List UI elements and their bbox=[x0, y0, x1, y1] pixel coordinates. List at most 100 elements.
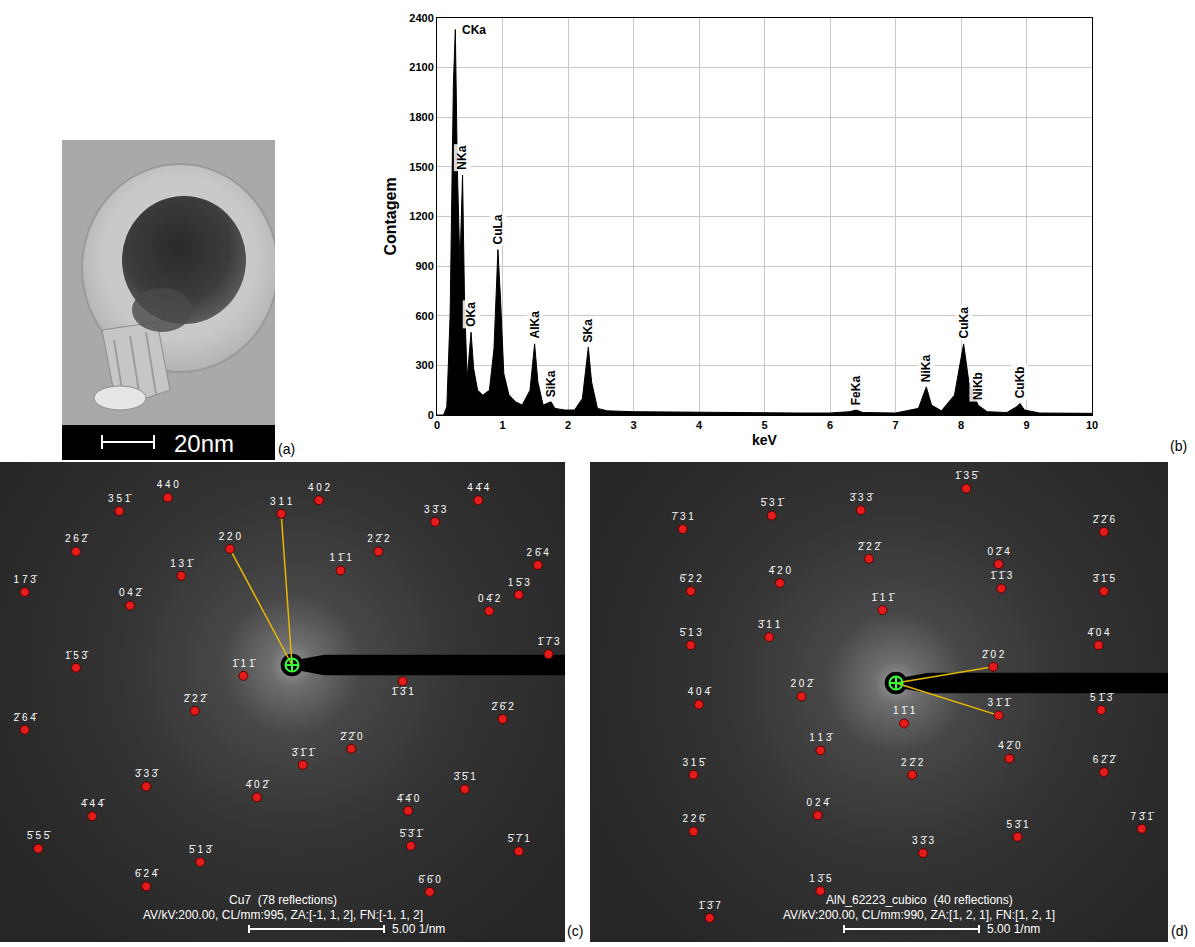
svg-text:AV/kV:200.00, CL/mm:990, ZA:[1: AV/kV:200.00, CL/mm:990, ZA:[1, 2, 1], F… bbox=[783, 908, 1055, 922]
svg-text:4 0 2: 4 0 2 bbox=[308, 482, 331, 493]
svg-text:0 4̄ 2: 0 4̄ 2 bbox=[478, 593, 501, 604]
svg-text:1̄ 3̄ 1: 1̄ 3̄ 1 bbox=[392, 686, 415, 697]
svg-text:AlKa: AlKa bbox=[528, 311, 542, 339]
svg-text:5 3̄ 1: 5 3̄ 1 bbox=[1006, 819, 1029, 830]
svg-text:3 5 1̄: 3 5 1̄ bbox=[108, 493, 132, 504]
svg-text:2400: 2400 bbox=[409, 12, 433, 24]
svg-text:1 1̄ 1: 1 1̄ 1 bbox=[893, 705, 916, 716]
svg-text:4: 4 bbox=[696, 419, 703, 431]
svg-text:6 2̄ 2̄: 6 2̄ 2̄ bbox=[1093, 754, 1117, 765]
svg-text:OKa: OKa bbox=[464, 302, 478, 327]
svg-text:5: 5 bbox=[761, 419, 767, 431]
svg-text:1 3 1̄: 1 3 1̄ bbox=[170, 558, 194, 569]
svg-text:2 2 6̄: 2 2 6̄ bbox=[682, 813, 706, 824]
svg-text:CuKb: CuKb bbox=[1013, 366, 1027, 398]
svg-text:3 1 5̄: 3 1 5̄ bbox=[682, 757, 706, 768]
svg-text:3 3̄ 3: 3 3̄ 3 bbox=[912, 835, 935, 846]
svg-text:10: 10 bbox=[1086, 419, 1098, 431]
svg-text:3: 3 bbox=[630, 419, 636, 431]
svg-text:CuKa: CuKa bbox=[957, 307, 971, 339]
svg-text:2̄ 2 2̄: 2̄ 2 2̄ bbox=[858, 541, 882, 552]
svg-text:1 3̄ 5: 1 3̄ 5 bbox=[809, 873, 832, 884]
svg-text:0 2̄ 4: 0 2̄ 4 bbox=[987, 546, 1010, 557]
svg-text:2̄ 0 2: 2̄ 0 2 bbox=[982, 649, 1005, 660]
svg-text:1: 1 bbox=[499, 419, 505, 431]
svg-text:4 4̄ 4: 4 4̄ 4 bbox=[467, 482, 490, 493]
svg-text:5.00 1/nm: 5.00 1/nm bbox=[392, 922, 445, 936]
svg-text:5̄ 3 1̄: 5̄ 3 1̄ bbox=[761, 497, 785, 508]
svg-text:2̄ 2 2̄: 2̄ 2 2̄ bbox=[184, 693, 208, 704]
svg-text:6̄ 6̄ 0: 6̄ 6̄ 0 bbox=[419, 874, 442, 885]
svg-text:5̄ 1 3: 5̄ 1 3 bbox=[680, 627, 703, 638]
svg-text:8: 8 bbox=[958, 419, 964, 431]
svg-text:0 2 4̄: 0 2 4̄ bbox=[807, 797, 831, 808]
svg-text:3̄ 1̄ 1̄: 3̄ 1̄ 1̄ bbox=[292, 747, 316, 758]
svg-text:1̄ 1̄ 3: 1̄ 1̄ 3 bbox=[990, 570, 1013, 581]
svg-text:3̄ 3 3̄: 3̄ 3 3̄ bbox=[850, 492, 874, 503]
svg-text:6: 6 bbox=[827, 419, 833, 431]
svg-text:4 4 0: 4 4 0 bbox=[157, 479, 180, 490]
svg-text:3̄ 5̄ 1: 3̄ 5̄ 1 bbox=[454, 771, 477, 782]
svg-text:1̄ 1 1̄: 1̄ 1 1̄ bbox=[871, 592, 895, 603]
svg-text:2 2̄ 2: 2 2̄ 2 bbox=[367, 533, 390, 544]
svg-text:5̄ 1 3̄: 5̄ 1 3̄ bbox=[189, 844, 213, 855]
svg-text:7 3̄ 1̄: 7 3̄ 1̄ bbox=[1131, 811, 1155, 822]
svg-text:2: 2 bbox=[565, 419, 571, 431]
svg-text:AlN_62223_cubico (40 reflecti: AlN_62223_cubico (40 reflections) bbox=[826, 893, 1013, 907]
svg-text:6̄ 2 2: 6̄ 2 2 bbox=[680, 573, 703, 584]
svg-text:0: 0 bbox=[434, 419, 440, 431]
svg-text:4̄ 0 2̄: 4̄ 0 2̄ bbox=[246, 779, 270, 790]
svg-text:1̄ 5 3̄: 1̄ 5 3̄ bbox=[65, 650, 89, 661]
svg-text:2 2̄ 2: 2 2̄ 2 bbox=[901, 757, 924, 768]
svg-text:300: 300 bbox=[415, 359, 433, 371]
svg-text:NiKa: NiKa bbox=[919, 355, 933, 383]
svg-text:Contagem: Contagem bbox=[382, 177, 399, 255]
svg-text:4̄ 2 0: 4̄ 2 0 bbox=[769, 565, 792, 576]
svg-text:2̄ 2̄ 6: 2̄ 2̄ 6 bbox=[1093, 514, 1116, 525]
svg-text:900: 900 bbox=[415, 260, 433, 272]
svg-text:3 1̄ 1̄: 3 1̄ 1̄ bbox=[987, 697, 1011, 708]
svg-text:1̄ 1 1̄: 1̄ 1 1̄ bbox=[232, 658, 256, 669]
svg-text:Cu7 (78 reflections): Cu7 (78 reflections) bbox=[229, 893, 337, 907]
svg-text:2 2 0: 2 2 0 bbox=[219, 531, 242, 542]
svg-text:9: 9 bbox=[1023, 419, 1029, 431]
svg-text:7: 7 bbox=[892, 419, 898, 431]
svg-text:5̄ 3̄ 1̄: 5̄ 3̄ 1̄ bbox=[400, 828, 424, 839]
svg-text:5.00 1/nm: 5.00 1/nm bbox=[987, 922, 1040, 936]
svg-text:6̄ 2 4̄: 6̄ 2 4̄ bbox=[135, 868, 159, 879]
svg-text:3̄ 1̄ 5: 3̄ 1̄ 5 bbox=[1093, 573, 1116, 584]
svg-text:keV: keV bbox=[752, 432, 778, 448]
svg-text:3̄ 3 3̄: 3̄ 3 3̄ bbox=[135, 768, 159, 779]
svg-text:3̄ 1 1: 3̄ 1 1 bbox=[758, 619, 781, 630]
svg-text:CKa: CKa bbox=[462, 23, 486, 37]
svg-text:1 1̄ 1: 1 1̄ 1 bbox=[329, 552, 352, 563]
svg-text:2 0 2̄: 2 0 2̄ bbox=[790, 678, 814, 689]
svg-text:5̄ 5 5̄: 5̄ 5 5̄ bbox=[27, 830, 51, 841]
svg-text:4̄ 4 4̄: 4̄ 4 4̄ bbox=[81, 798, 105, 809]
svg-text:4 2̄ 0: 4 2̄ 0 bbox=[998, 740, 1021, 751]
svg-text:1800: 1800 bbox=[409, 111, 433, 123]
svg-text:20nm: 20nm bbox=[174, 430, 234, 457]
svg-text:2̄ 2̄ 0: 2̄ 2̄ 0 bbox=[340, 731, 363, 742]
svg-text:1̄ 3 5̄: 1̄ 3 5̄ bbox=[955, 470, 979, 481]
svg-text:4̄ 4̄ 0: 4̄ 4̄ 0 bbox=[397, 793, 420, 804]
svg-text:1 7 3̄: 1 7 3̄ bbox=[14, 574, 38, 585]
svg-text:1̄ 3̄ 7: 1̄ 3̄ 7 bbox=[699, 900, 722, 911]
svg-text:5̄ 7̄ 1: 5̄ 7̄ 1 bbox=[508, 833, 531, 844]
svg-text:AV/kV:200.00, CL/mm:995, ZA:[-: AV/kV:200.00, CL/mm:995, ZA:[-1, 1, 2], … bbox=[143, 908, 423, 922]
svg-text:2 6̄ 4: 2 6̄ 4 bbox=[527, 547, 550, 558]
svg-text:1500: 1500 bbox=[409, 161, 433, 173]
svg-text:3 1 1: 3 1 1 bbox=[270, 496, 293, 507]
svg-text:1 1 3̄: 1 1 3̄ bbox=[809, 732, 833, 743]
svg-text:2̄ 6 4̄: 2̄ 6 4̄ bbox=[14, 712, 38, 723]
svg-text:SiKa: SiKa bbox=[544, 370, 558, 397]
svg-text:NiKb: NiKb bbox=[971, 372, 985, 400]
svg-text:CuLa: CuLa bbox=[491, 214, 505, 244]
svg-text:2̄ 6̄ 2: 2̄ 6̄ 2 bbox=[491, 701, 514, 712]
svg-text:SKa: SKa bbox=[581, 319, 595, 343]
svg-text:NKa: NKa bbox=[455, 145, 469, 169]
svg-text:0 4 2̄: 0 4 2̄ bbox=[119, 587, 143, 598]
svg-text:5 1̄ 3̄: 5 1̄ 3̄ bbox=[1090, 692, 1114, 703]
svg-text:3 3̄ 3: 3 3̄ 3 bbox=[424, 504, 447, 515]
svg-text:2100: 2100 bbox=[409, 61, 433, 73]
